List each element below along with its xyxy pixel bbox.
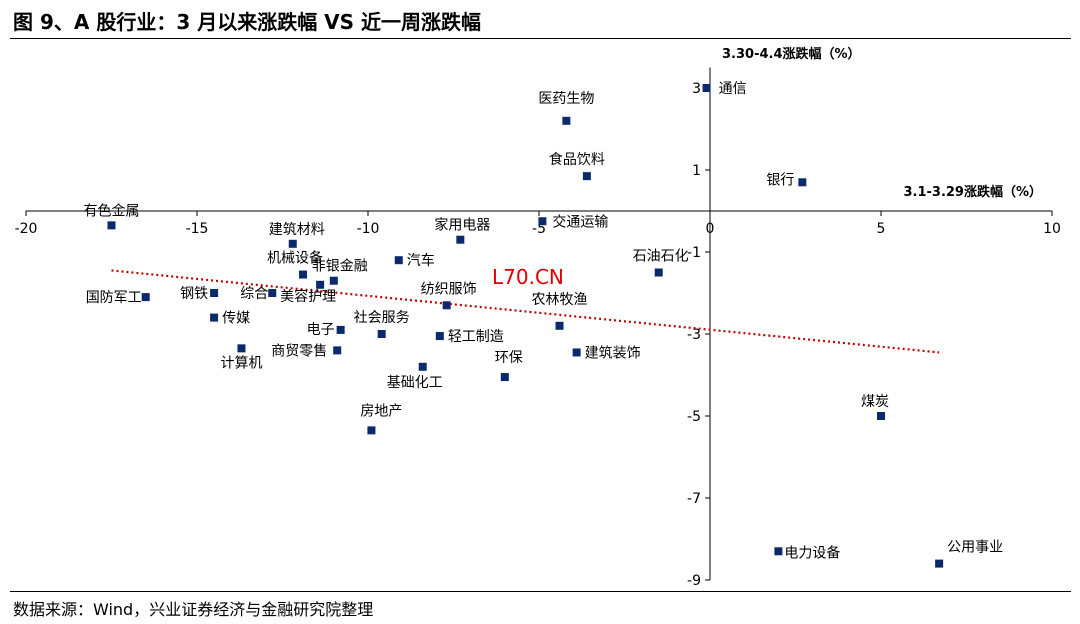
data-point-label: 建筑装饰: [585, 345, 641, 361]
data-point: [210, 313, 219, 322]
y-tick-label: 1: [692, 163, 701, 179]
data-point-label: 电力设备: [784, 544, 840, 561]
data-point: [336, 325, 345, 334]
data-point: [582, 172, 591, 181]
data-point-label: 家用电器: [434, 217, 490, 234]
data-point-label: 煤炭: [861, 394, 889, 410]
data-point-label: 计算机: [220, 355, 262, 371]
data-point: [702, 84, 711, 92]
data-point: [329, 276, 338, 285]
x-axis-title: 3.1-3.29涨跌幅（%）: [903, 184, 1042, 200]
data-point-label: 非银金融: [312, 259, 368, 275]
data-point: [394, 256, 403, 265]
data-point-label: 农林牧渔: [532, 292, 588, 308]
data-point: [316, 280, 325, 289]
y-tick-label: -1: [687, 245, 701, 261]
data-point-label: 环保: [495, 350, 523, 366]
data-point-label: 交通运输: [552, 213, 608, 230]
data-point: [299, 270, 308, 279]
data-point: [141, 293, 150, 302]
source-note: 数据来源：Wind，兴业证券经济与金融研究院整理: [13, 600, 374, 619]
data-point-label: 国防军工: [86, 290, 142, 306]
data-point-label: 通信: [719, 81, 747, 97]
title-divider: [10, 38, 1071, 39]
x-tick-label: -15: [186, 221, 209, 237]
data-point: [418, 362, 427, 371]
data-point: [442, 301, 451, 310]
data-point: [798, 178, 807, 187]
chart-title: 图 9、A 股行业：3 月以来涨跌幅 VS 近一周涨跌幅: [13, 10, 482, 34]
data-point: [555, 321, 564, 330]
data-point-label: 传媒: [222, 311, 250, 327]
data-point-label: 建筑材料: [269, 222, 325, 238]
data-point: [367, 426, 376, 435]
x-tick-label: -20: [15, 221, 38, 237]
y-tick-label: -5: [687, 409, 701, 425]
data-point: [435, 332, 444, 341]
y-tick-label: -7: [687, 491, 701, 507]
data-point-label: 基础化工: [387, 374, 443, 391]
data-point: [538, 217, 547, 226]
data-point: [210, 289, 219, 297]
data-point-label: 电子: [307, 322, 335, 338]
y-tick-label: -9: [687, 573, 701, 589]
data-point-label: 医药生物: [538, 91, 594, 107]
data-point-label: 公用事业: [947, 540, 1003, 556]
data-point: [268, 289, 277, 297]
x-tick-label: 10: [1043, 221, 1061, 237]
data-point: [107, 221, 116, 230]
trendline: [111, 269, 940, 354]
data-point-label: 银行: [766, 172, 794, 188]
data-point-label: 社会服务: [354, 310, 410, 326]
data-point: [935, 559, 944, 568]
data-point: [456, 235, 465, 244]
x-tick-label: 5: [877, 221, 886, 237]
data-point: [562, 116, 571, 125]
data-point-label: 有色金属: [84, 202, 140, 219]
data-point: [377, 330, 386, 338]
data-point: [774, 547, 783, 556]
data-point-label: 机械设备: [267, 250, 323, 267]
data-point-label: 钢铁: [180, 286, 208, 302]
data-point-label: 房地产: [360, 403, 402, 419]
data-point: [500, 373, 509, 382]
watermark-text: L70.CN: [492, 265, 564, 289]
data-point-label: 美容护理: [280, 288, 336, 305]
data-point: [654, 268, 663, 277]
data-point-label: 综合: [240, 286, 268, 302]
data-point-label: 轻工制造: [448, 329, 504, 345]
data-point-label: 食品饮料: [549, 151, 605, 168]
data-point: [333, 346, 342, 355]
data-point: [572, 348, 581, 357]
y-tick-label: -3: [687, 327, 701, 343]
data-point: [288, 239, 297, 248]
y-tick-label: 3: [692, 81, 701, 97]
data-point: [877, 412, 885, 420]
x-tick-label: -10: [357, 221, 380, 237]
y-axis-title: 3.30-4.4涨跌幅（%）: [722, 46, 861, 62]
data-point-label: 纺织服饰: [421, 281, 477, 297]
data-point-label: 石油石化: [633, 249, 689, 265]
data-point: [237, 344, 246, 353]
data-point-label: 商贸零售: [271, 343, 327, 359]
source-divider: [10, 591, 1071, 592]
data-point-label: 汽车: [407, 252, 435, 269]
